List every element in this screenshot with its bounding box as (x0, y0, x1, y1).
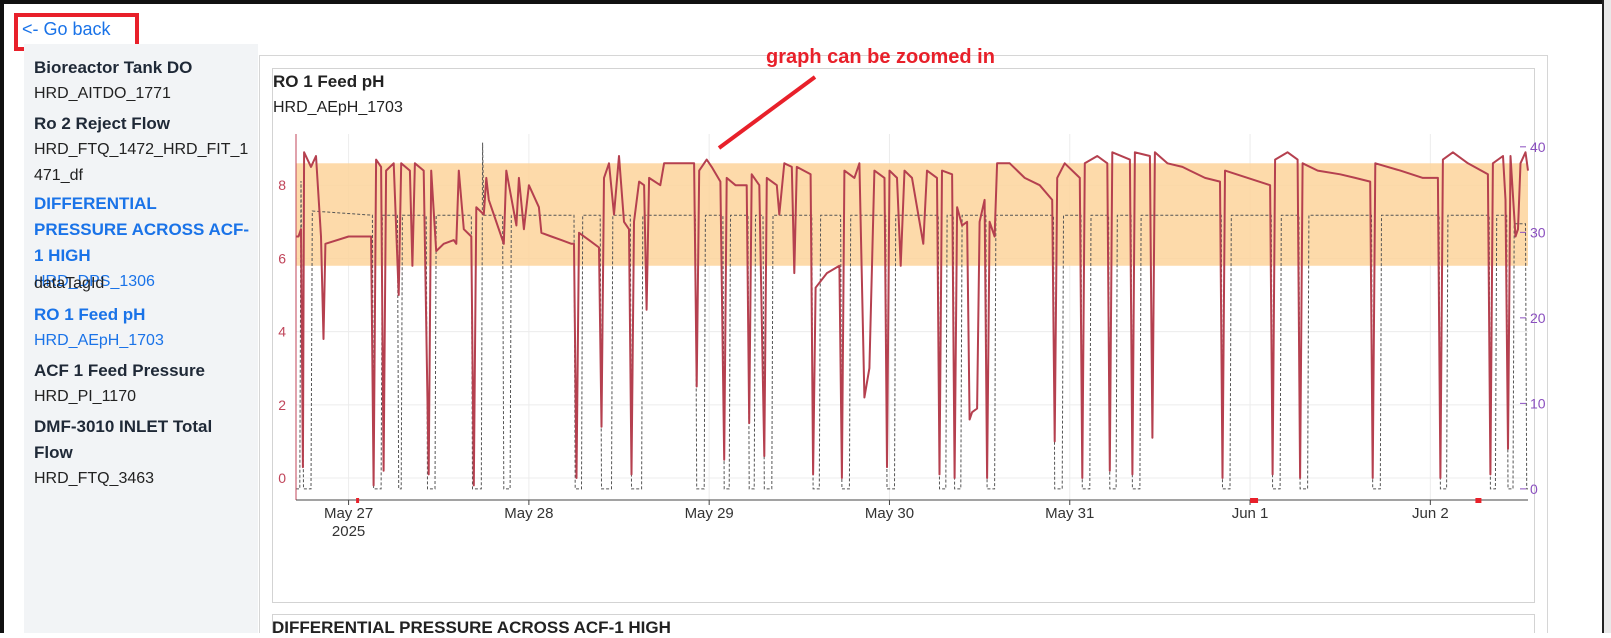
y-tick-label-right: 20 (1530, 310, 1546, 326)
x-tick-label: May 31 (1045, 505, 1094, 522)
y-tick-label-left: 4 (278, 324, 286, 340)
sidebar-item-acf1-feed-pressure[interactable]: ACF 1 Feed Pressure HRD_PI_1170 (34, 358, 254, 410)
chart-card-title: RO 1 Feed pH (273, 72, 385, 91)
x-tick-label: May 28 (504, 505, 553, 522)
sidebar-item-placeholder: dataTagId (34, 275, 105, 292)
sidebar-item-tag: HRD_PI_1170 (34, 388, 136, 405)
window-left-edge (0, 0, 4, 633)
sidebar-item-tag: HRD_AITDO_1771 (34, 85, 171, 102)
sidebar-item-title: RO 1 Feed pH (34, 305, 146, 324)
go-back-link[interactable]: <- Go back (22, 19, 111, 39)
sidebar-item-tag: HRD_FTQ_3463 (34, 470, 155, 487)
sidebar-item-title: DIFFERENTIAL PRESSURE ACROSS ACF-1 HIGH (34, 194, 250, 265)
x-tick-label: May 29 (685, 505, 734, 522)
second-chart-card-title: DIFFERENTIAL PRESSURE ACROSS ACF-1 HIGH (272, 618, 671, 637)
sidebar-item-title: ACF 1 Feed Pressure (34, 361, 206, 380)
y-tick-label-left: 0 (278, 470, 286, 486)
sidebar-item-differential-pressure[interactable]: DIFFERENTIAL PRESSURE ACROSS ACF-1 HIGH … (34, 191, 254, 295)
chart-series-layer (296, 142, 1529, 490)
chart-card-tag: HRD_AEpH_1703 (273, 99, 403, 116)
annotation-text: graph can be zoomed in (766, 46, 995, 68)
x-tick-label: Jun 2 (1412, 505, 1449, 522)
y-tick-label-left: 2 (278, 397, 286, 413)
y-tick-label-right: 10 (1530, 395, 1546, 411)
y-tick-label-left: 6 (278, 250, 286, 266)
x-tick-label: May 27 (324, 505, 373, 522)
sidebar-item-title: DMF-3010 INLET Total Flow (34, 417, 213, 462)
sidebar-item-title: Ro 2 Reject Flow (34, 114, 171, 133)
sidebar: Bioreactor Tank DO HRD_AITDO_1771 Ro 2 R… (24, 44, 258, 633)
y-tick-label-right: 30 (1530, 224, 1546, 240)
y-tick-label-right: 0 (1530, 481, 1538, 497)
x-axis-marker (1475, 498, 1482, 503)
x-axis-marker (356, 498, 360, 503)
sidebar-item-bioreactor-tank-do[interactable]: Bioreactor Tank DO HRD_AITDO_1771 (34, 55, 254, 107)
sidebar-item-ro1-feed-ph[interactable]: RO 1 Feed pH HRD_AEpH_1703 (34, 302, 254, 354)
x-tick-label: May 30 (865, 505, 914, 522)
sidebar-item-ro2-reject-flow[interactable]: Ro 2 Reject Flow HRD_FTQ_1472_HRD_FIT_14… (34, 111, 254, 189)
y-tick-label-right: 40 (1530, 139, 1546, 155)
sidebar-item-tag: HRD_FTQ_1472_HRD_FIT_1471_df (34, 141, 249, 184)
x-tick-year-label: 2025 (332, 523, 365, 540)
series-line-ph (296, 151, 1529, 487)
x-tick-label: Jun 1 (1232, 505, 1269, 522)
sidebar-item-tag: HRD_AEpH_1703 (34, 332, 164, 349)
chart-ticks: 0 2 4 6 8 0 10 20 30 40 May 27 May 28 May 29 May 30 Ma… (278, 139, 1546, 540)
x-axis-marker (1250, 498, 1259, 503)
sidebar-item-tag: HRD_DPS_1306 (34, 273, 155, 290)
second-chart-card (272, 614, 1535, 633)
annotation-arrow-layer (717, 75, 817, 150)
sidebar-item-title: Bioreactor Tank DO (34, 58, 193, 77)
window-scrollbar[interactable] (1602, 0, 1611, 633)
window-top-edge (0, 0, 1611, 4)
chart-axes (295, 134, 1528, 501)
sidebar-item-datatagid: dataTagId (34, 271, 254, 297)
y-tick-label-left: 8 (278, 177, 286, 193)
sidebar-item-dmf3010-inlet-flow[interactable]: DMF-3010 INLET Total Flow HRD_FTQ_3463 (34, 414, 254, 492)
annotation-arrow (717, 75, 817, 150)
